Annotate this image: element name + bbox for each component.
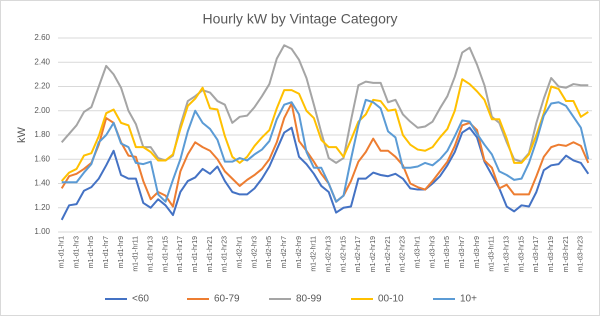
y-tick-label: 1.60	[34, 154, 50, 163]
series-line	[60, 102, 590, 208]
x-tick-label: m1-d1-hr5	[88, 236, 95, 268]
series-line	[61, 98, 590, 203]
y-axis-title: kW	[16, 126, 28, 143]
x-tick-label: m1-d3-hr19	[548, 236, 555, 272]
legend-label: 10+	[460, 294, 477, 305]
x-tick-label: m1-d2-hr15	[340, 236, 347, 272]
x-tick-label: m1-d1-hr3	[73, 236, 80, 268]
x-tick-label: m1-d2-hr21	[385, 236, 392, 272]
x-tick-label: m1-d2-hr9	[296, 236, 303, 268]
x-tick-label: m1-d1-hr19	[192, 236, 199, 272]
x-tick-label: m1-d1-hr21	[207, 236, 214, 272]
series-line	[60, 126, 590, 221]
x-tick-label: m1-d1-hr9	[118, 236, 125, 268]
x-tick-label: m1-d3-hr23	[578, 236, 585, 272]
series-line	[60, 44, 589, 164]
y-tick-label: 1.40	[34, 179, 50, 188]
x-tick-label: m1-d1-hr17	[177, 236, 184, 272]
chart-title: Hourly kW by Vintage Category	[202, 11, 397, 27]
y-tick-label: 2.20	[34, 82, 50, 91]
y-tick-label: 2.40	[34, 57, 50, 66]
x-tick-label: m1-d1-hr15	[162, 236, 169, 272]
legend-label: 00-10	[378, 294, 404, 305]
x-tick-label: m1-d2-hr17	[355, 236, 362, 272]
x-tick-label: m1-d3-hr13	[504, 236, 511, 272]
x-tick-label: m1-d3-hr17	[533, 236, 540, 272]
x-tick-label: m1-d3-hr9	[474, 236, 481, 268]
y-tick-label: 1.80	[34, 130, 50, 139]
x-tick-label: m1-d2-hr11	[311, 236, 318, 272]
x-tick-label: m1-d1-hr1	[59, 236, 66, 268]
x-tick-label: m1-d3-hr7	[459, 236, 466, 268]
y-tick-label: 1.20	[34, 203, 50, 212]
x-tick-label: m1-d2-hr19	[370, 236, 377, 272]
legend-label: 80-99	[296, 294, 322, 305]
x-tick-label: m1-d3-hr15	[518, 236, 525, 272]
x-tick-label: m1-d2-hr5	[266, 236, 273, 268]
x-tick-label: m1-d1-hr13	[148, 236, 155, 272]
legend-label: <60	[132, 294, 149, 305]
y-tick-label: 1.00	[34, 227, 50, 236]
x-tick-label: m1-d3-hr1	[415, 236, 422, 268]
series-line	[60, 78, 589, 182]
x-tick-label: m1-d2-hr13	[326, 236, 333, 272]
x-tick-label: m1-d2-hr7	[281, 236, 288, 268]
x-tick-label: m1-d2-hr23	[400, 236, 407, 272]
x-tick-label: m1-d3-hr5	[444, 236, 451, 268]
x-tick-label: m1-d3-hr3	[429, 236, 436, 268]
x-tick-label: m1-d3-hr21	[563, 236, 570, 272]
y-tick-label: 2.60	[34, 33, 50, 42]
x-tick-label: m1-d2-hr3	[251, 236, 258, 268]
x-tick-label: m1-d3-hr11	[489, 236, 496, 272]
legend-label: 60-79	[214, 294, 240, 305]
x-tick-label: m1-d2-hr1	[237, 236, 244, 268]
x-tick-label: m1-d1-hr23	[222, 236, 229, 272]
y-tick-label: 2.00	[34, 106, 50, 115]
x-tick-label: m1-d1-hr11	[133, 236, 140, 272]
x-tick-label: m1-d1-hr7	[103, 236, 110, 268]
